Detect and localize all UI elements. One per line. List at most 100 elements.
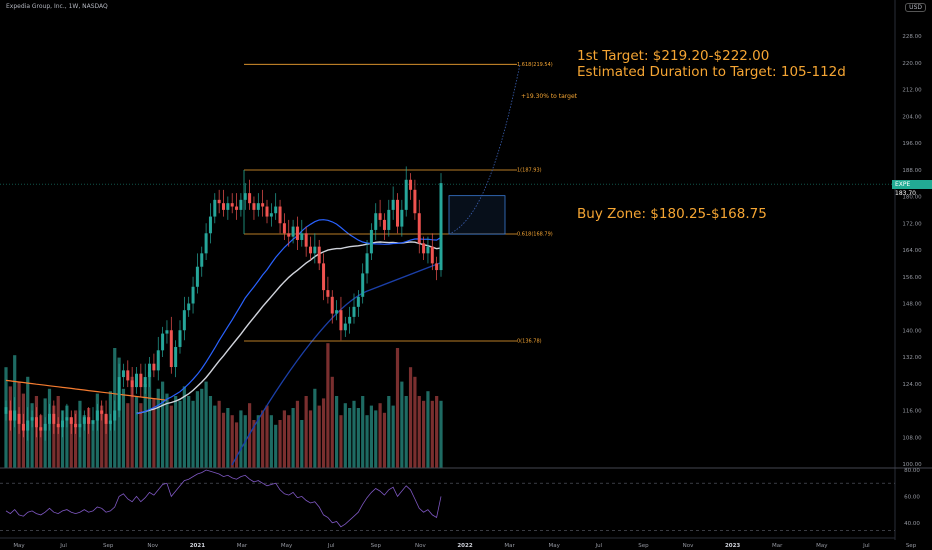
rsi-line xyxy=(5,469,442,528)
volume-bar xyxy=(156,388,160,468)
candle-body xyxy=(291,226,295,237)
volume-bar xyxy=(343,403,347,468)
candle-body xyxy=(117,377,121,411)
candle-body xyxy=(243,193,247,200)
y-tick-label: 228.00 xyxy=(902,34,922,40)
candle-body xyxy=(174,346,178,368)
candle-body xyxy=(204,233,208,254)
candle-body xyxy=(182,310,186,331)
candle-body xyxy=(235,206,239,210)
candle-body xyxy=(261,203,265,207)
candle-body xyxy=(295,226,299,240)
x-tick-label: Sep xyxy=(638,543,649,549)
candle-body xyxy=(348,316,352,324)
volume-bar xyxy=(369,405,373,468)
candle-body xyxy=(391,199,395,210)
volume-bar xyxy=(378,403,382,468)
volume-bar xyxy=(422,400,426,468)
candle-body xyxy=(430,246,434,264)
y-tick-label: 108.00 xyxy=(902,435,922,441)
volume-bar xyxy=(408,367,413,468)
volume-bar xyxy=(178,400,182,468)
x-tick-label: May xyxy=(13,543,25,549)
candle-body xyxy=(222,203,225,210)
volume-bar xyxy=(361,396,365,468)
x-tick-label: Sep xyxy=(371,543,382,549)
volume-bar xyxy=(230,415,234,468)
volume-bar xyxy=(126,403,130,468)
y-tick-label: 140.00 xyxy=(902,328,922,334)
x-tick-label: Sep xyxy=(906,543,917,549)
y-tick-label: 156.00 xyxy=(902,275,922,281)
volume-bar xyxy=(261,410,265,468)
x-tick-label: 2021 xyxy=(190,543,205,549)
y-tick-label: 164.00 xyxy=(902,248,922,254)
volume-bar xyxy=(134,396,139,468)
x-tick-label: Mar xyxy=(237,543,248,549)
x-tick-label: May xyxy=(816,543,828,549)
ma-orange-line xyxy=(5,379,167,401)
candle-body xyxy=(317,246,321,264)
buy-zone-annotation: Buy Zone: $180.25-$168.75 xyxy=(577,206,767,222)
candle-body xyxy=(69,417,73,424)
candle-body xyxy=(435,263,439,271)
volume-bar xyxy=(321,398,326,468)
pct-to-target-label: +19.30% to target xyxy=(521,93,577,100)
volume-bar xyxy=(352,400,356,468)
volume-bar xyxy=(395,348,400,468)
volume-bar xyxy=(217,400,221,468)
candle-body xyxy=(43,423,47,431)
volume-bar xyxy=(313,388,317,468)
x-tick-label: Sep xyxy=(103,543,114,549)
target-line-2: Estimated Duration to Target: 105-112d xyxy=(577,64,846,80)
volume-bar xyxy=(147,372,152,468)
candle-body xyxy=(61,420,65,428)
buy-zone-box xyxy=(448,195,506,235)
x-tick-label: Mar xyxy=(504,543,515,549)
volume-bar xyxy=(356,408,360,468)
candle-body xyxy=(413,189,417,214)
x-tick-label: Nov xyxy=(147,543,158,549)
rsi-tick-label: 40.00 xyxy=(904,521,920,527)
volume-bar xyxy=(143,384,147,468)
projection-path xyxy=(448,64,521,235)
candle-body xyxy=(274,206,278,214)
candle-body xyxy=(356,296,360,307)
y-tick-label: 196.00 xyxy=(902,141,922,147)
candle-body xyxy=(161,333,165,351)
target-line-1: 1st Target: $219.20-$222.00 xyxy=(577,48,770,64)
y-tick-label: 124.00 xyxy=(902,382,922,388)
volume-bar xyxy=(282,410,286,468)
volume-bar xyxy=(152,398,156,468)
candle-body xyxy=(278,206,282,224)
volume-bar xyxy=(248,403,252,468)
volume-bar xyxy=(191,400,195,468)
volume-bar xyxy=(52,405,56,468)
candle-body xyxy=(130,380,134,388)
y-tick-label: 188.00 xyxy=(902,168,922,174)
x-tick-label: 2023 xyxy=(725,543,740,549)
candle-body xyxy=(13,410,17,421)
candle-body xyxy=(439,183,443,271)
volume-bar xyxy=(204,381,208,468)
y-tick-label: 220.00 xyxy=(902,61,922,67)
candle-body xyxy=(256,203,260,210)
currency-badge[interactable]: USD xyxy=(905,3,926,12)
candle-body xyxy=(4,407,8,414)
volume-bar xyxy=(100,405,104,468)
price-tag-ticker: EXPE xyxy=(895,181,911,188)
candle-body xyxy=(78,423,82,428)
candle-body xyxy=(148,363,152,378)
price-tag-value: 183.70 xyxy=(895,190,916,197)
candle-body xyxy=(34,417,38,428)
candle-body xyxy=(200,253,204,267)
x-tick-label: Mar xyxy=(772,543,783,549)
candle-body xyxy=(91,420,95,424)
candle-body xyxy=(226,203,230,210)
candle-body xyxy=(152,363,156,371)
y-tick-label: 116.00 xyxy=(902,409,922,415)
x-tick-label: 2022 xyxy=(457,543,472,549)
candle-body xyxy=(248,193,252,204)
